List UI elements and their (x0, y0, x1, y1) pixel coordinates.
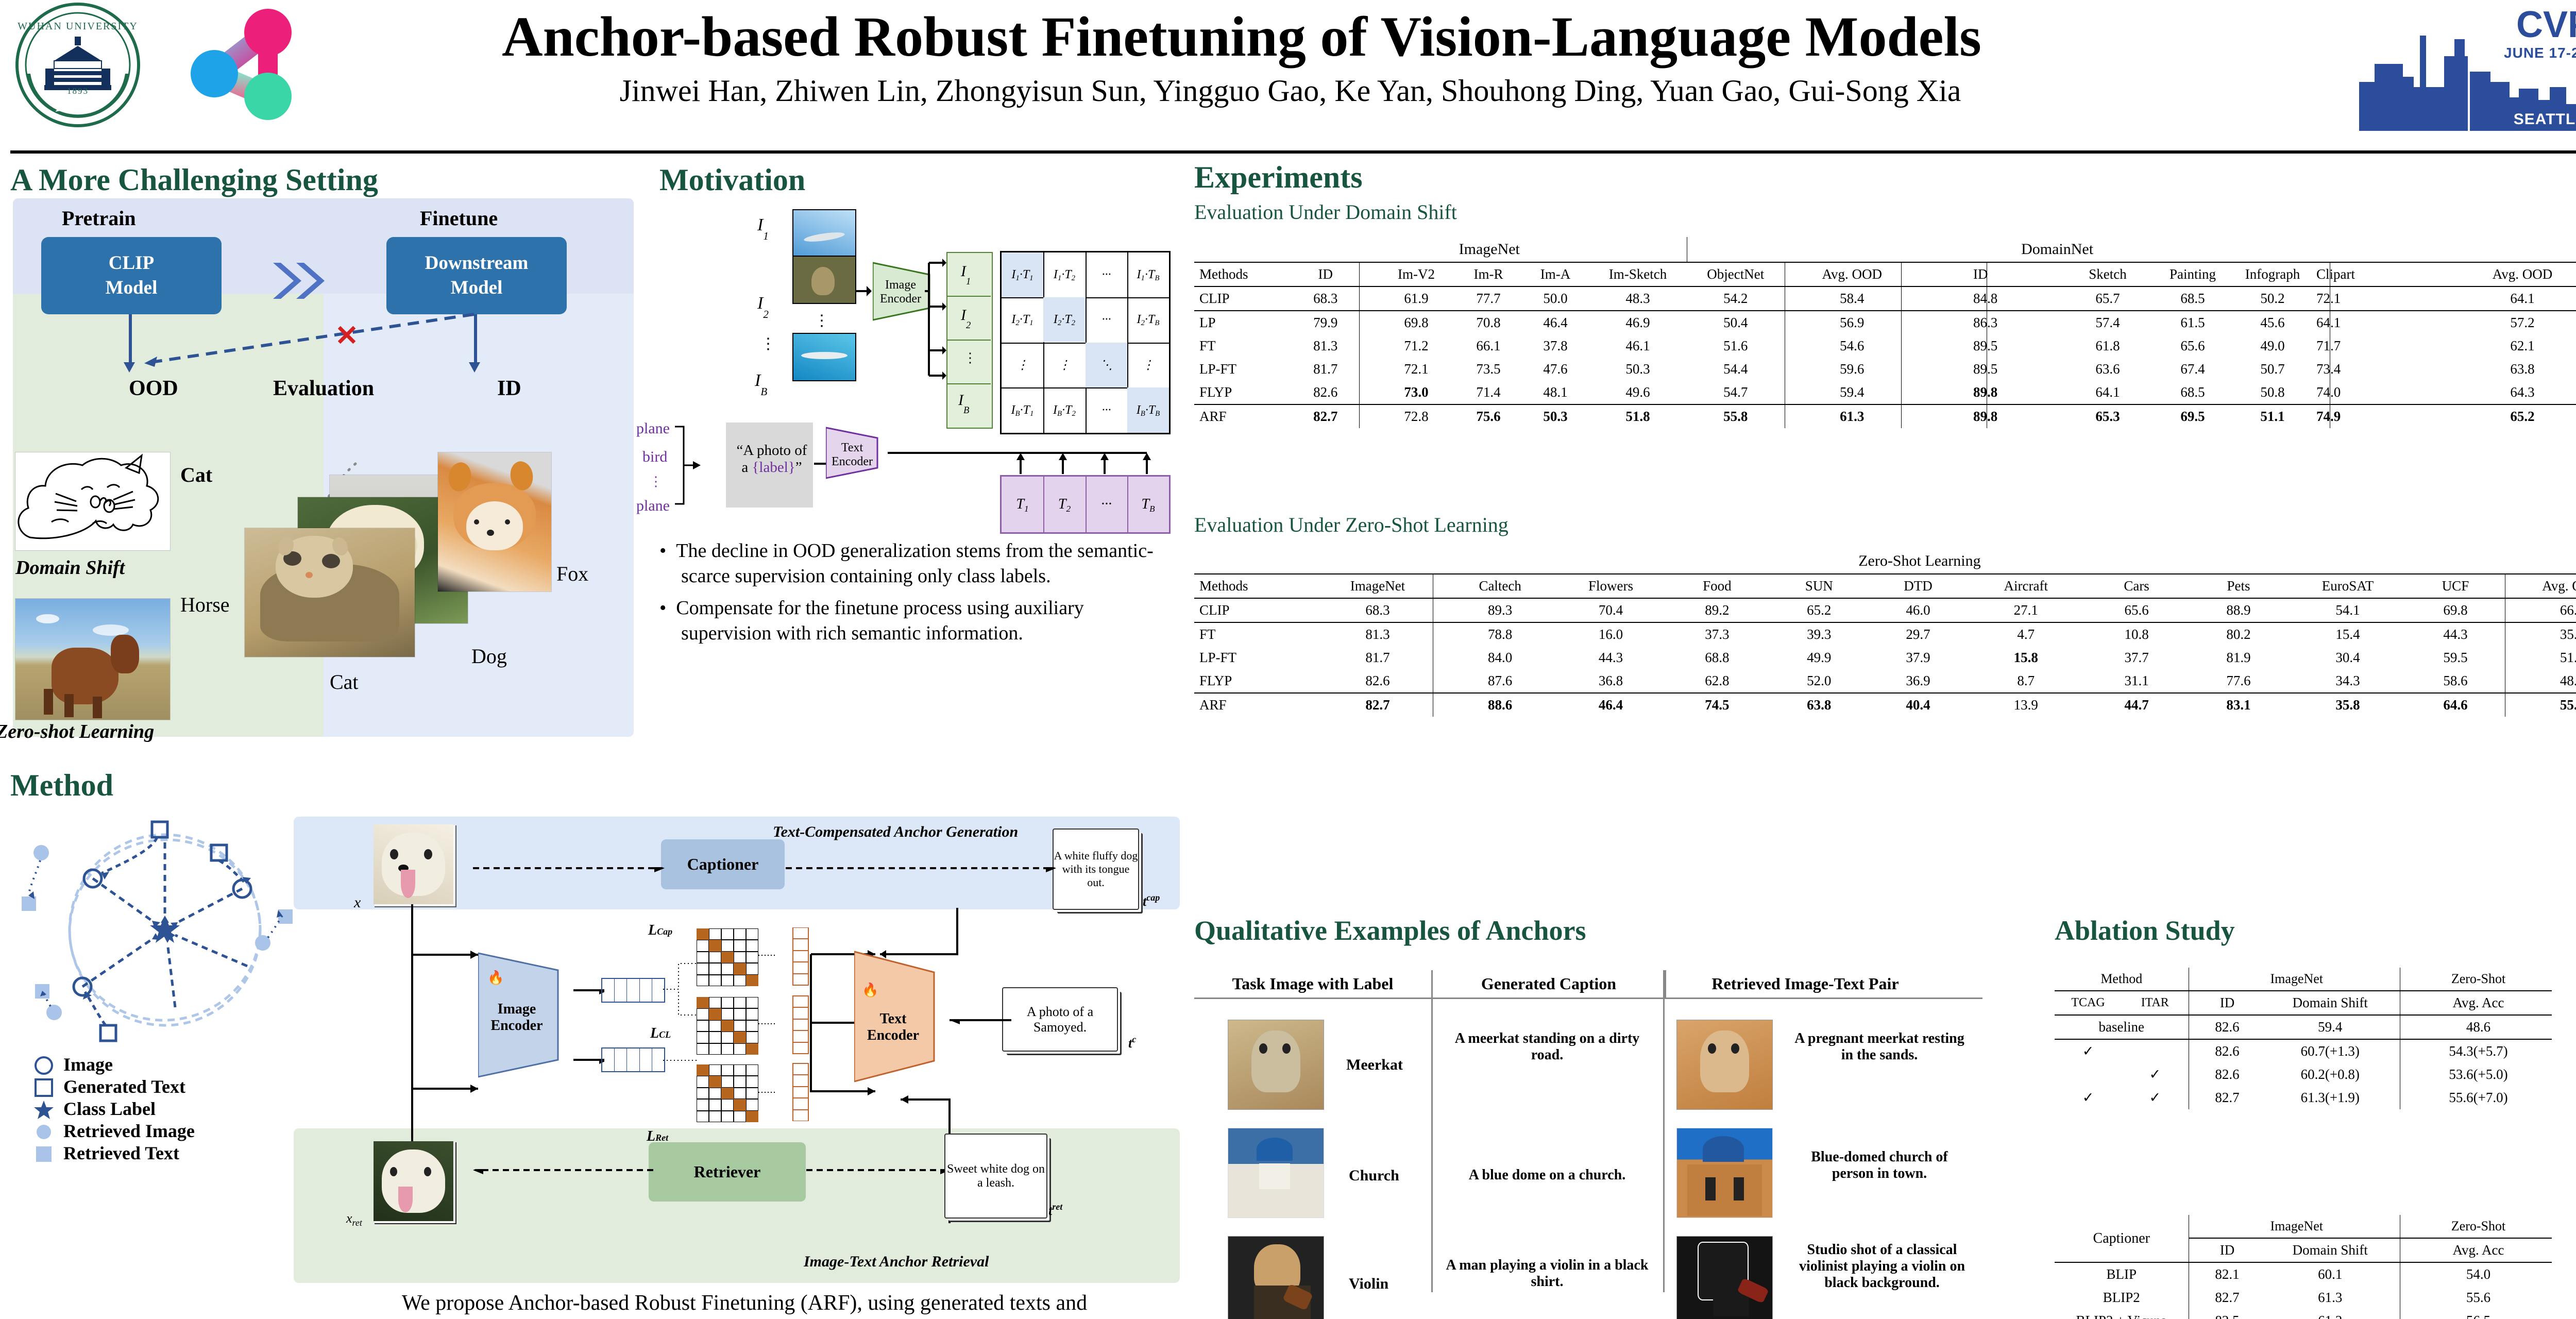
svg-text:CVPR: CVPR (2516, 4, 2576, 45)
svg-text:1893: 1893 (67, 86, 89, 96)
svg-text:武汉大学: 武汉大学 (55, 100, 100, 113)
svg-text:JUNE 17-21, 2024: JUNE 17-21, 2024 (2504, 45, 2576, 61)
svg-text:✕: ✕ (335, 319, 359, 351)
svg-text:SEATTLE, WA: SEATTLE, WA (2514, 111, 2576, 128)
svg-text:WUHAN UNIVERSITY: WUHAN UNIVERSITY (18, 21, 138, 32)
